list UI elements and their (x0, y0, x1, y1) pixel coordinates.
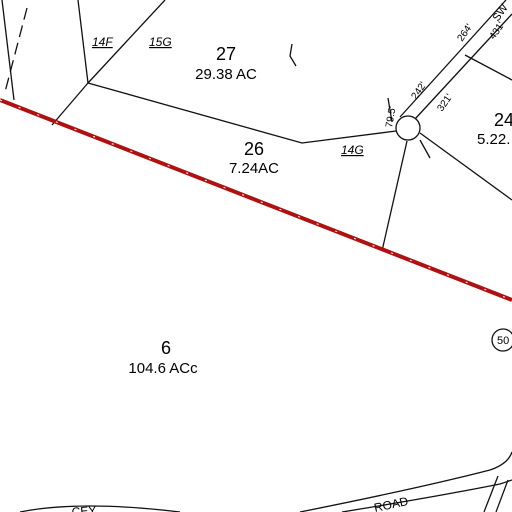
parcel-number: 6 (161, 338, 171, 358)
parcel-number: 27 (216, 44, 236, 64)
parcel-area: 29.38 AC (195, 66, 257, 83)
parcel-number: 26 (244, 139, 264, 159)
dimension: 79.5' (384, 105, 399, 128)
road-label: CEY (71, 503, 97, 512)
lot-code: 14F (92, 35, 113, 49)
parcel-number: 24 (494, 110, 512, 130)
road-label: ROAD (373, 494, 410, 512)
parcel-area: 104.6 ACc (128, 360, 198, 377)
marker-label: 50 (497, 335, 509, 347)
parcel-area: 7.24AC (229, 160, 279, 177)
parcel-area: 5.22. (477, 131, 510, 148)
lot-code: 14G (341, 143, 364, 157)
lot-code: 15G (149, 35, 172, 49)
